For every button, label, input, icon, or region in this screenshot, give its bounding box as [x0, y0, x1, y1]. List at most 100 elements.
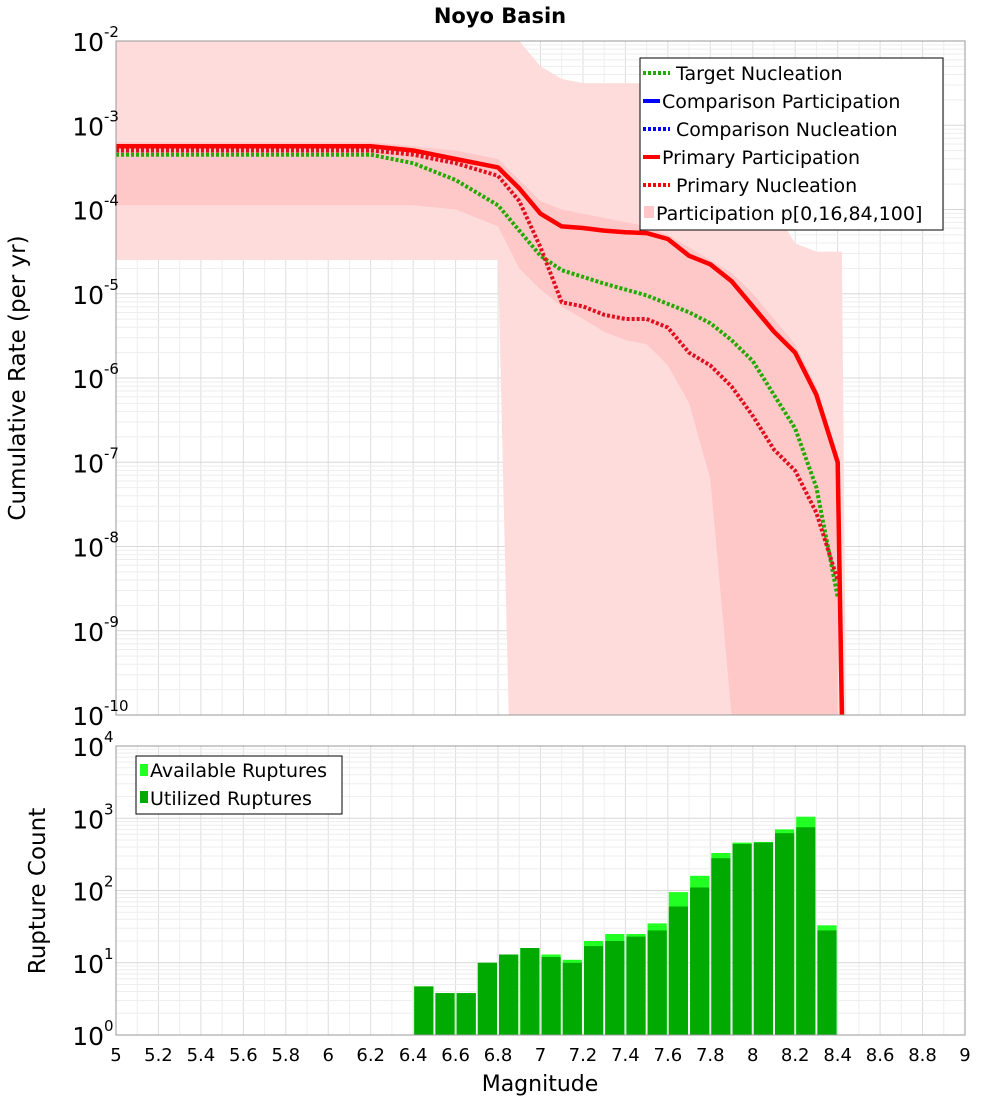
x-tick-label: 6.6 [441, 1045, 470, 1066]
bottom-bars [414, 816, 837, 1036]
x-tick-label: 7 [535, 1045, 546, 1066]
x-tick-label: 7.8 [696, 1045, 725, 1066]
bar-utilized [562, 962, 582, 1036]
top-y-tick-label-exponent: -6 [104, 360, 119, 378]
bottom-y-tick-label: 10 [72, 878, 104, 907]
bottom-legend-box [135, 755, 343, 815]
top-y-tick-label-exponent: -8 [104, 529, 119, 547]
bar-utilized [626, 936, 646, 1035]
series-line-1 [116, 144, 845, 716]
series-line-0 [116, 152, 840, 598]
bar-utilized [584, 946, 604, 1035]
top-y-axis-label: Cumulative Rate (per yr) [5, 235, 31, 520]
bottom-y-tick-label: 10 [72, 733, 104, 762]
bottom-y-tick-label-exponent: 0 [104, 1017, 114, 1035]
x-tick-label: 8.8 [908, 1045, 937, 1066]
x-tick-label: 7.6 [654, 1045, 683, 1066]
bar-utilized [456, 993, 476, 1035]
series-line-2 [116, 148, 840, 581]
bottom-y-tick-label-exponent: 4 [104, 728, 114, 746]
bottom-y-tick-label: 10 [72, 805, 104, 834]
legend-label-comparison-participation: Comparison Participation [662, 91, 900, 113]
bar-utilized [817, 930, 837, 1035]
top-y-tick-label-exponent: -7 [104, 444, 119, 462]
top-y-tick-label-exponent: -4 [104, 192, 119, 210]
bottom-y-tick-label: 10 [72, 950, 104, 979]
bottom-y-tick-label-exponent: 2 [104, 873, 114, 891]
legend-label-available-ruptures: Available Ruptures [150, 760, 327, 782]
bar-utilized [435, 993, 455, 1035]
top-y-tick-label: 10 [72, 702, 104, 731]
x-tick-label: 6.2 [356, 1045, 385, 1066]
top-y-tick-label: 10 [72, 28, 104, 57]
top-y-tick-label-exponent: -2 [104, 23, 119, 41]
legend-swatch-utilized-ruptures [140, 791, 148, 803]
x-tick-label: 5 [110, 1045, 121, 1066]
legend-swatch-participation-band [644, 206, 654, 218]
bar-utilized [477, 962, 497, 1036]
x-tick-label: 8 [747, 1045, 758, 1066]
bar-utilized [541, 957, 561, 1035]
top-lines [116, 144, 845, 716]
top-legend-box [639, 57, 944, 231]
bottom-y-axis-label: Rupture Count [25, 808, 51, 974]
x-axis-label: Magnitude [482, 1072, 599, 1097]
top-y-tick-label: 10 [72, 449, 104, 478]
x-tick-label: 5.4 [187, 1045, 216, 1066]
bottom-y-tick-label: 10 [72, 1022, 104, 1051]
bottom-legend: Available Ruptures Utilized Ruptures [135, 755, 343, 815]
x-tick-label: 7.4 [611, 1045, 640, 1066]
bar-utilized [753, 842, 773, 1035]
x-tick-label: 5.2 [144, 1045, 173, 1066]
bar-utilized [414, 986, 434, 1035]
top-y-tick-label: 10 [72, 534, 104, 563]
x-tick-label: 6 [323, 1045, 334, 1066]
top-y-tick-label-exponent: -10 [104, 697, 129, 715]
top-y-tick-label-exponent: -9 [104, 613, 119, 631]
legend-label-primary-nucleation: Primary Nucleation [676, 175, 857, 197]
top-y-tick-label-exponent: -3 [104, 107, 119, 125]
bar-utilized [775, 833, 795, 1035]
legend-label-participation-band: Participation p[0,16,84,100] [656, 203, 922, 225]
x-tick-label: 8.6 [866, 1045, 895, 1066]
top-y-tick-label: 10 [72, 618, 104, 647]
x-tick-label: 8.2 [781, 1045, 810, 1066]
legend-label-utilized-ruptures: Utilized Ruptures [150, 788, 312, 810]
legend-label-primary-participation: Primary Participation [662, 147, 860, 169]
bar-utilized [668, 906, 688, 1035]
chart-title: Noyo Basin [434, 4, 566, 28]
x-tick-label: 9 [959, 1045, 970, 1066]
band-1 [116, 142, 838, 716]
top-plot-frame [115, 40, 966, 716]
legend-label-target-nucleation: Target Nucleation [675, 63, 843, 85]
x-tick-label: 6.4 [399, 1045, 428, 1066]
bar-utilized [732, 844, 752, 1035]
legend-label-comparison-nucleation: Comparison Nucleation [676, 119, 898, 141]
legend-swatch-available-ruptures [140, 764, 148, 776]
bar-utilized [647, 930, 667, 1035]
x-tick-label: 6.8 [484, 1045, 513, 1066]
top-y-tick-label: 10 [72, 197, 104, 226]
bar-utilized [711, 858, 731, 1035]
x-tick-label: 5.8 [271, 1045, 300, 1066]
bottom-x-ticks: 5 5.2 5.4 5.6 5.8 6 6.2 6.4 6.6 6.8 7 7.2 7.4 7.6 7.8 8… [110, 1045, 970, 1066]
bottom-plot-frame [115, 745, 966, 1036]
bar-utilized [605, 941, 625, 1035]
top-y-tick-label: 10 [72, 112, 104, 141]
bottom-y-tick-label-exponent: 1 [104, 945, 114, 963]
top-legend: Target Nucleation Comparison Participati… [639, 57, 944, 231]
x-tick-label: 5.6 [229, 1045, 258, 1066]
bar-utilized [499, 954, 519, 1035]
bottom-y-tick-label-exponent: 3 [104, 800, 114, 818]
top-y-tick-label-exponent: -5 [104, 276, 119, 294]
top-y-tick-label: 10 [72, 365, 104, 394]
top-y-tick-label: 10 [72, 281, 104, 310]
x-tick-label: 7.2 [569, 1045, 598, 1066]
x-tick-label: 8.4 [823, 1045, 852, 1066]
bar-utilized [520, 948, 540, 1035]
bar-utilized [796, 827, 816, 1035]
bar-utilized [690, 887, 710, 1035]
